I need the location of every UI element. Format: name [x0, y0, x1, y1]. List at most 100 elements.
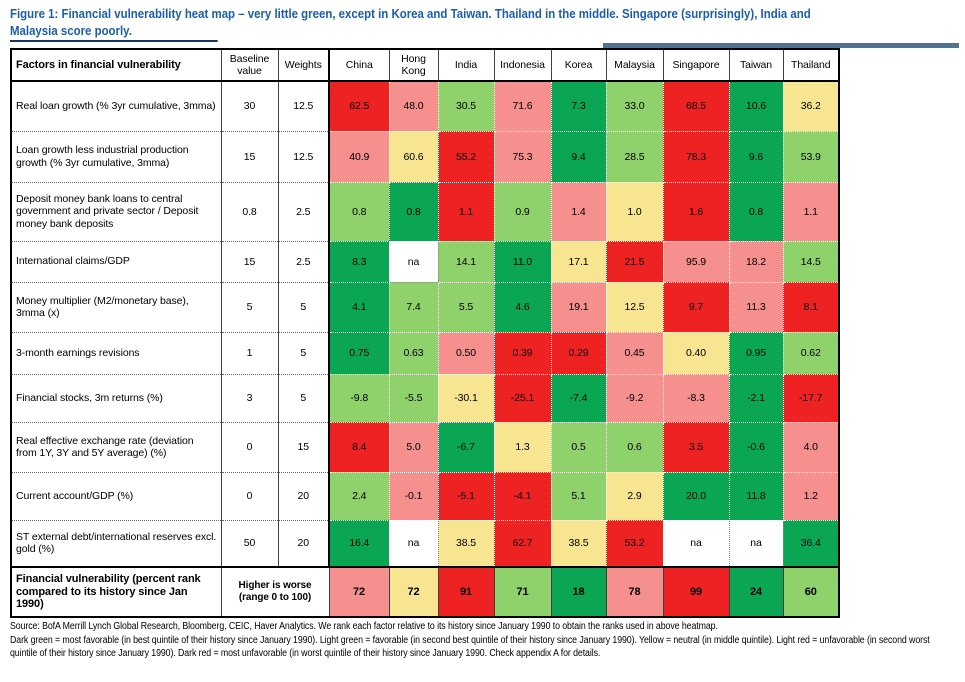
table-row: Current account/GDP (%) 0 20 2.4 -0.1 -5.1 -4.… [10, 471, 840, 521]
heat-cell: 78.3 [662, 130, 730, 183]
heat-cell: 11.8 [728, 471, 784, 521]
heat-cell: -8.3 [662, 373, 730, 423]
heat-cell: 14.1 [437, 240, 495, 283]
heat-cell: 0.8 [728, 181, 784, 242]
heat-cell: 17.1 [550, 240, 607, 283]
column-header-china: China [328, 48, 390, 82]
figure-title-line1: Figure 1: Financial vulnerability heat m… [10, 6, 811, 21]
heat-cell: 36.2 [782, 80, 840, 132]
heat-cell: 60.6 [388, 130, 439, 183]
heat-cell: 19.1 [550, 281, 607, 333]
heat-cell: 11.3 [728, 281, 784, 333]
heat-cell: 36.4 [782, 519, 840, 568]
heat-cell: na [388, 240, 439, 283]
weight-value: 20 [278, 519, 330, 568]
heat-cell: 21.5 [605, 240, 664, 283]
factor-label: Financial stocks, 3m returns (%) [10, 373, 222, 423]
table-row: Real effective exchange rate (deviation … [10, 421, 840, 473]
column-header-singapore: Singapore [662, 48, 730, 82]
factor-label: Loan growth less industrial production g… [10, 130, 222, 183]
table-row: Real loan growth (% 3yr cumulative, 3mma… [10, 80, 840, 132]
heat-cell: 9.4 [550, 130, 607, 183]
table-row: Deposit money bank loans to central gove… [10, 181, 840, 242]
heat-cell: 33.0 [605, 80, 664, 132]
weight-value: 2.5 [278, 181, 330, 242]
heat-cell: 20.0 [662, 471, 730, 521]
heat-cell: -9.2 [605, 373, 664, 423]
baseline-value: 0.8 [221, 181, 279, 242]
heat-cell: -0.1 [388, 471, 439, 521]
heat-cell: 4.6 [493, 281, 552, 333]
heat-cell: 9.6 [728, 130, 784, 183]
legend-note: Dark green = most favorable (in best qui… [10, 634, 930, 660]
heat-cell: 14.5 [782, 240, 840, 283]
summary-row: Financial vulnerability (percent rank co… [10, 566, 840, 618]
heat-cell: -30.1 [437, 373, 495, 423]
heat-cell: 0.63 [388, 331, 439, 375]
table-row: Money multiplier (M2/monetary base), 3mm… [10, 281, 840, 333]
column-header-weights: Weights [277, 48, 330, 82]
summary-cell: 24 [728, 566, 784, 618]
heat-cell: 16.4 [328, 519, 390, 568]
heat-cell: 55.2 [437, 130, 495, 183]
heat-cell: 0.62 [782, 331, 840, 375]
baseline-value: 0 [221, 421, 279, 473]
heat-cell: 10.6 [728, 80, 784, 132]
weight-value: 5 [278, 331, 330, 375]
heat-cell: 3.5 [662, 421, 730, 473]
heat-cell: 38.5 [550, 519, 607, 568]
source-note: Source: BofA Merrill Lynch Global Resear… [10, 621, 718, 632]
factor-label: Current account/GDP (%) [10, 471, 222, 521]
factor-label: International claims/GDP [10, 240, 222, 283]
baseline-value: 3 [221, 373, 279, 423]
heatmap-table: Factors in financial vulnerability Baseli… [10, 48, 840, 618]
heat-cell: 8.1 [782, 281, 840, 333]
column-header-thailand: Thailand [782, 48, 840, 82]
heat-cell: -25.1 [493, 373, 552, 423]
heat-cell: -6.7 [437, 421, 495, 473]
heat-cell: 75.3 [493, 130, 552, 183]
heat-cell: 0.45 [605, 331, 664, 375]
heat-cell: -2.1 [728, 373, 784, 423]
heat-cell: 7.3 [550, 80, 607, 132]
summary-note: Higher is worse (range 0 to 100) [221, 566, 330, 617]
factor-label: Real loan growth (% 3yr cumulative, 3mma… [10, 80, 222, 132]
heat-cell: 53.9 [782, 130, 840, 183]
summary-cell: 18 [550, 566, 607, 618]
heat-cell: 0.9 [493, 181, 552, 242]
summary-cell: 71 [493, 566, 552, 618]
heat-cell: -5.5 [388, 373, 439, 423]
heat-cell: 5.5 [437, 281, 495, 333]
weight-value: 5 [278, 373, 330, 423]
heat-cell: 5.1 [550, 471, 607, 521]
column-header-korea: Korea [550, 48, 607, 82]
summary-cell: 91 [437, 566, 495, 618]
heat-cell: 7.4 [388, 281, 439, 333]
factor-label: Real effective exchange rate (deviation … [10, 421, 222, 473]
heat-cell: 0.5 [550, 421, 607, 473]
heat-cell: 1.4 [550, 181, 607, 242]
summary-cell: 72 [328, 566, 390, 618]
heat-cell: 0.50 [437, 331, 495, 375]
heat-cell: 1.1 [437, 181, 495, 242]
summary-label: Financial vulnerability (percent rank co… [10, 566, 222, 618]
heat-cell: 0.39 [493, 331, 552, 375]
column-header-taiwan: Taiwan [728, 48, 784, 82]
heat-cell: 62.5 [328, 80, 390, 132]
heat-cell: 0.8 [388, 181, 439, 242]
column-header-india: India [437, 48, 495, 82]
weight-value: 12.5 [278, 130, 330, 183]
heat-cell: 18.2 [728, 240, 784, 283]
table-row: Financial stocks, 3m returns (%) 3 5 -9.8 -5… [10, 373, 840, 423]
heat-cell: na [388, 519, 439, 568]
baseline-value: 15 [221, 130, 279, 183]
summary-cell: 72 [388, 566, 439, 618]
factor-label: Money multiplier (M2/monetary base), 3mm… [10, 281, 222, 333]
footnotes: Source: BofA Merrill Lynch Global Resear… [10, 620, 959, 661]
heat-cell: 0.8 [328, 181, 390, 242]
heat-cell: -5.1 [437, 471, 495, 521]
column-header-malaysia: Malaysia [605, 48, 664, 82]
heat-cell: 1.3 [493, 421, 552, 473]
heat-cell: 1.0 [605, 181, 664, 242]
